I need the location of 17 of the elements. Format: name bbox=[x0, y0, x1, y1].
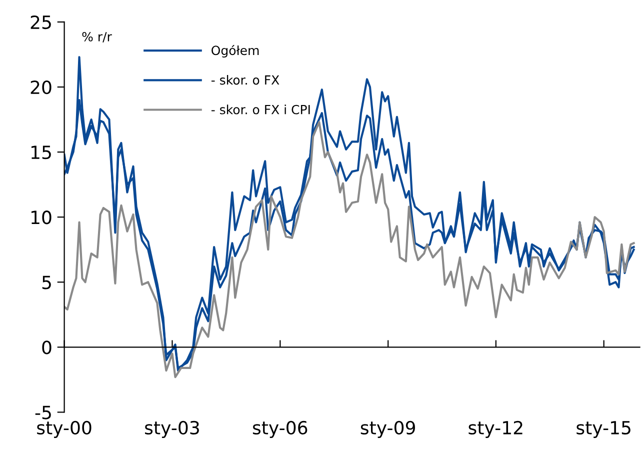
x-tick-label: sty-12 bbox=[468, 420, 522, 438]
y-tick-label: 5 bbox=[42, 276, 51, 290]
legend-label: - skor. o FX bbox=[211, 75, 280, 85]
legend-label: - skor. o FX i CPI bbox=[211, 104, 310, 114]
y-axis-title: % r/r bbox=[82, 32, 112, 42]
y-tick-label: 25 bbox=[30, 15, 51, 30]
x-tick-label: sty-15 bbox=[576, 421, 630, 438]
y-tick-label: 15 bbox=[32, 146, 51, 160]
y-tick-label: 20 bbox=[30, 80, 52, 94]
x-tick-label: sty-00 bbox=[37, 420, 92, 438]
x-tick-label: sty-03 bbox=[145, 420, 199, 438]
y-tick-label: -5 bbox=[35, 406, 51, 420]
y-tick-label: 0 bbox=[42, 340, 52, 354]
legend-label: Ogółem bbox=[212, 44, 259, 58]
x-tick-label: sty-06 bbox=[252, 420, 308, 438]
x-tick-label: sty-09 bbox=[360, 420, 415, 438]
y-tick-label: 10 bbox=[32, 210, 52, 224]
